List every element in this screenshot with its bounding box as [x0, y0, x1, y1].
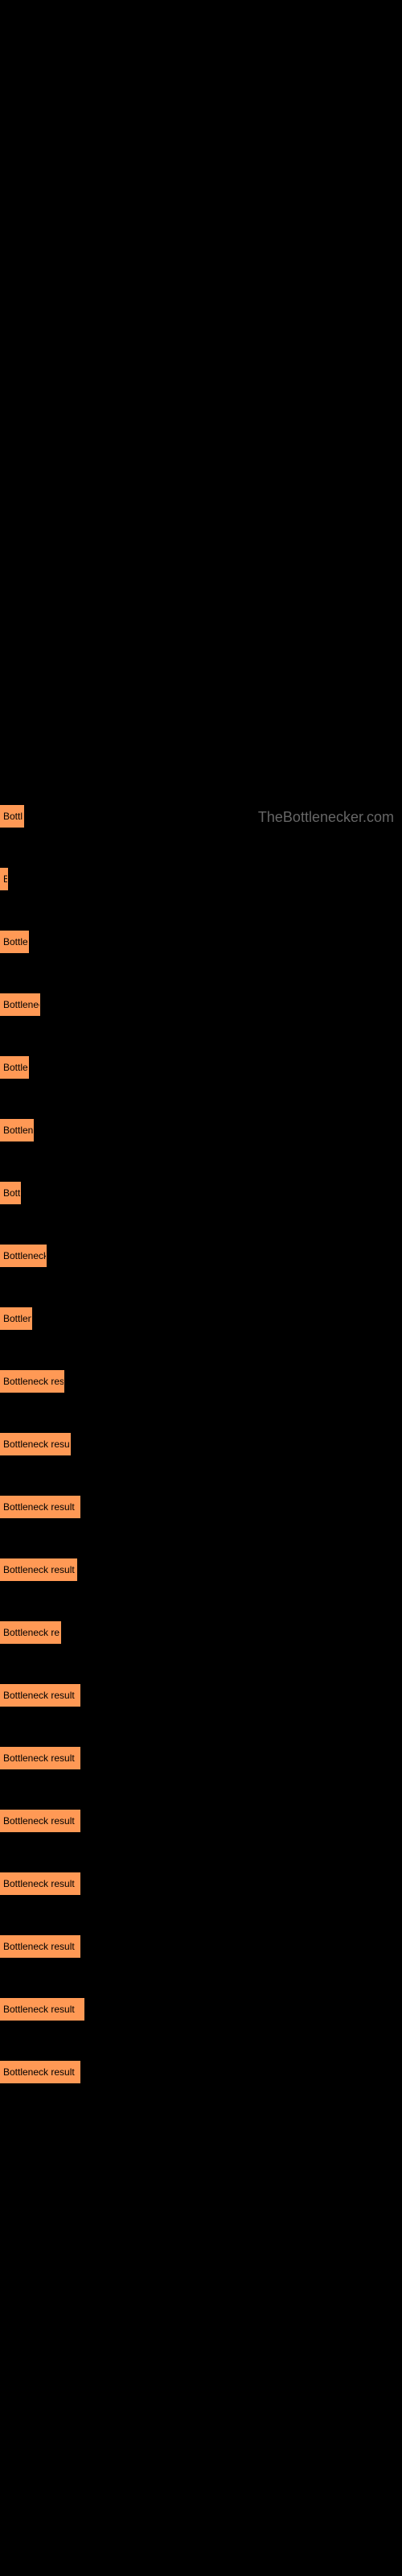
bar-5: Bottlene: [0, 1119, 34, 1141]
bar-row: Bottleneck result: [0, 1496, 402, 1518]
bar-4: Bottlen: [0, 1056, 29, 1079]
bar-3: Bottlenec: [0, 993, 40, 1016]
bar-15: Bottleneck result: [0, 1747, 80, 1769]
bar-10: Bottleneck resu: [0, 1433, 71, 1455]
bar-row: Bottlene: [0, 1119, 402, 1141]
bar-chart: Bottl B Bottlen Bottlenec Bottlen Bottle…: [0, 805, 402, 2083]
bar-8: Bottlen: [0, 1307, 32, 1330]
bar-11: Bottleneck result: [0, 1496, 80, 1518]
bar-row: Bottleneck result: [0, 1872, 402, 1895]
bar-row: Bottlenec: [0, 993, 402, 1016]
bar-16: Bottleneck result: [0, 1810, 80, 1832]
bar-row: Bottleneck result: [0, 1935, 402, 1958]
bar-0: Bottl: [0, 805, 24, 828]
bar-row: Bottleneck resu: [0, 1433, 402, 1455]
bar-row: Bottlen: [0, 1056, 402, 1079]
bar-17: Bottleneck result: [0, 1872, 80, 1895]
bar-row: Bott: [0, 1182, 402, 1204]
bar-20: Bottleneck result: [0, 2061, 80, 2083]
bar-row: Bottleneck result: [0, 1810, 402, 1832]
bar-row: Bottleneck result: [0, 1684, 402, 1707]
bar-row: Bottleneck re: [0, 1621, 402, 1644]
bar-row: B: [0, 868, 402, 890]
bar-2: Bottlen: [0, 931, 29, 953]
bar-row: Bottleneck result: [0, 2061, 402, 2083]
bar-18: Bottleneck result: [0, 1935, 80, 1958]
bar-row: Bottlen: [0, 1307, 402, 1330]
bar-14: Bottleneck result: [0, 1684, 80, 1707]
bar-7: Bottleneck: [0, 1245, 47, 1267]
bar-12: Bottleneck result: [0, 1558, 77, 1581]
bar-row: Bottleneck: [0, 1245, 402, 1267]
bar-row: Bottleneck result: [0, 1747, 402, 1769]
bar-row: Bottleneck result: [0, 1998, 402, 2021]
bar-19: Bottleneck result: [0, 1998, 84, 2021]
bar-row: Bottleneck res: [0, 1370, 402, 1393]
bar-row: Bottlen: [0, 931, 402, 953]
watermark-text: TheBottlenecker.com: [258, 809, 394, 826]
bar-9: Bottleneck res: [0, 1370, 64, 1393]
bar-1: B: [0, 868, 8, 890]
bar-row: Bottleneck result: [0, 1558, 402, 1581]
bar-13: Bottleneck re: [0, 1621, 61, 1644]
bar-6: Bott: [0, 1182, 21, 1204]
